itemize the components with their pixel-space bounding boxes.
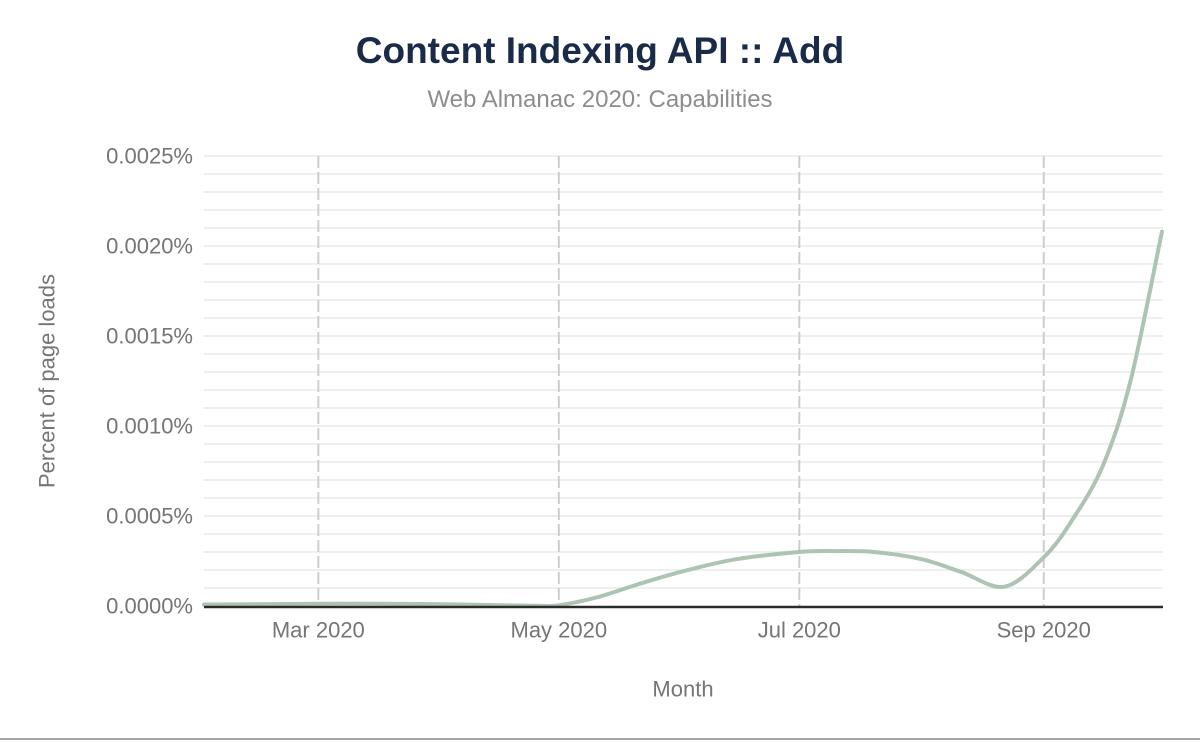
x-axis-title: Month [652,677,713,702]
x-tick-label: May 2020 [511,618,608,643]
y-tick-label: 0.0025% [106,144,193,169]
y-axis-title: Percent of page loads [35,274,60,488]
y-tick-label: 0.0015% [106,324,193,349]
chart-title: Content Indexing API :: Add [355,30,845,71]
y-tick-label: 0.0005% [106,504,193,529]
x-tick-label: Sep 2020 [997,618,1091,643]
bottom-divider-rule [0,738,1200,740]
vertical-dashed-gridlines [317,156,1045,606]
y-tick-label: 0.0010% [106,414,193,439]
horizontal-gridlines [204,155,1163,589]
y-tick-label: 0.0000% [106,594,193,619]
y-tick-label: 0.0020% [106,234,193,259]
usage-line-series [202,229,1164,609]
y-tick-labels: 0.0000% 0.0005% 0.0010% 0.0015% 0.0020% 0.002… [106,144,193,619]
x-tick-label: Jul 2020 [758,618,841,643]
x-tick-label: Mar 2020 [272,618,365,643]
x-tick-labels: Mar 2020 May 2020 Jul 2020 Sep 2020 [272,618,1091,643]
chart-subtitle: Web Almanac 2020: Capabilities [427,86,773,113]
